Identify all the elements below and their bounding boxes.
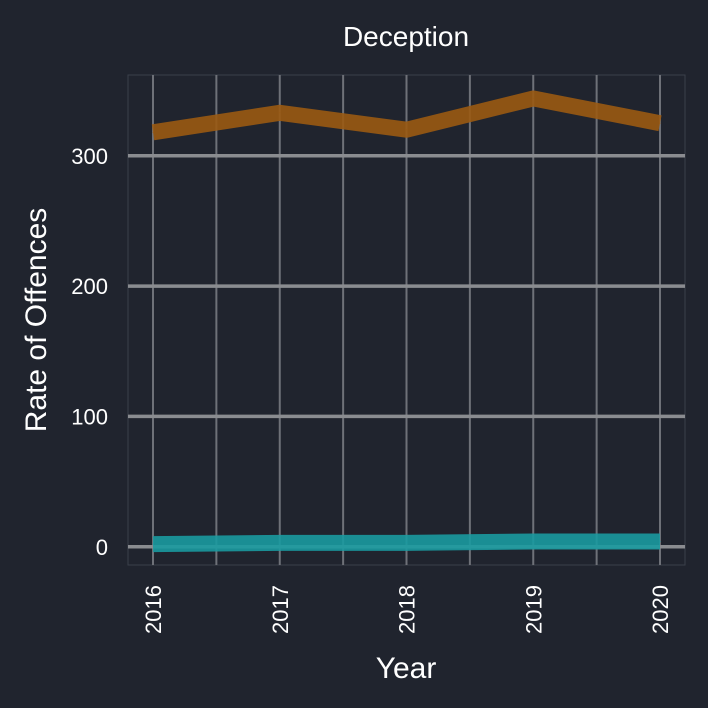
series-layer <box>151 90 662 553</box>
y-tick-label: 0 <box>96 535 108 560</box>
x-axis-label: Year <box>376 652 437 685</box>
series-1 <box>152 533 661 553</box>
series-point <box>532 97 534 99</box>
series-point <box>152 131 154 133</box>
x-tick-label: 2018 <box>395 585 420 634</box>
x-tick-label: 2016 <box>141 585 166 634</box>
series-point <box>279 542 281 544</box>
series-point <box>532 541 534 543</box>
y-axis-label: Rate of Offences <box>20 208 53 433</box>
chart-title: Deception <box>343 21 469 52</box>
series-point <box>406 542 407 544</box>
y-tick-label: 100 <box>71 404 108 429</box>
y-tick-label: 200 <box>71 274 108 299</box>
series-point <box>406 129 407 131</box>
y-tick-label: 300 <box>71 144 108 169</box>
series-point <box>659 122 661 124</box>
series-point <box>659 541 661 543</box>
x-tick-label: 2020 <box>648 585 673 634</box>
series-0 <box>151 90 662 141</box>
x-tick-labels: 2016 2017 2018 2019 2020 <box>141 585 673 634</box>
x-tick-label: 2017 <box>268 585 293 634</box>
series-point <box>279 112 281 114</box>
x-tick-label: 2019 <box>521 585 546 634</box>
y-tick-labels: 0 100 200 300 <box>71 144 108 560</box>
series-point <box>152 543 154 545</box>
